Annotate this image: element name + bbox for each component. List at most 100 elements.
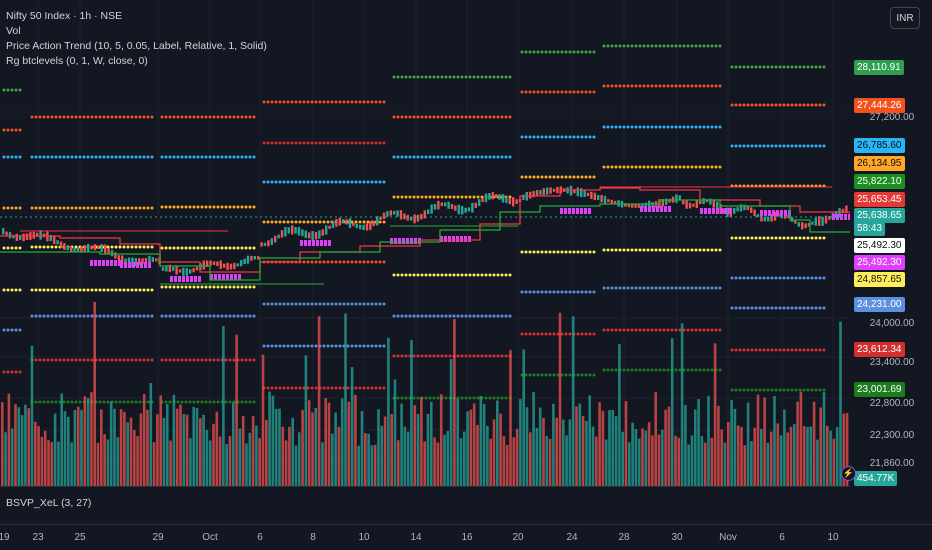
price-chart-canvas[interactable] (0, 0, 850, 524)
level-dot (488, 314, 492, 318)
currency-button[interactable]: INR (890, 7, 920, 29)
level-dot (436, 195, 440, 199)
level-dot (66, 314, 70, 318)
volume-bar (175, 408, 179, 486)
candle (539, 190, 542, 195)
btclevels-indicator-label[interactable]: Rg btclevels (0, 1, W, close, 0) (6, 55, 148, 67)
level-dot (378, 386, 382, 390)
level-dot (172, 246, 176, 250)
time-axis[interactable]: 19 23 25 29 Oct 6 8 10 14 16 20 24 28 30… (0, 524, 932, 550)
level-dot (282, 100, 286, 104)
level-dot (606, 125, 610, 129)
last-price-label: 25,638.65 (854, 208, 905, 223)
candle (338, 217, 341, 226)
level-dot (694, 84, 698, 88)
candle (444, 202, 447, 207)
level-dot (164, 285, 168, 289)
level-dot (192, 314, 196, 318)
level-dot (180, 205, 184, 209)
level-dot (400, 273, 404, 277)
level-dot (228, 358, 232, 362)
level-dot (456, 314, 460, 318)
volume-bar (225, 444, 228, 486)
level-dot (326, 180, 330, 184)
volume-bar (697, 398, 700, 486)
level-dot (318, 220, 322, 224)
level-dot (552, 135, 556, 139)
level-dot (602, 328, 606, 332)
level-dot (278, 344, 282, 348)
candle (416, 214, 420, 222)
level-dot (548, 50, 552, 54)
volume-indicator-label[interactable]: Vol (6, 25, 21, 37)
level-dot (160, 205, 164, 209)
candle (501, 194, 505, 203)
pivot-marker (328, 240, 331, 246)
level-dot (698, 248, 702, 252)
level-dot (290, 386, 294, 390)
pivot-marker (230, 274, 233, 280)
volume-bar (37, 426, 40, 486)
price-axis[interactable]: 27,200.00 24,000.00 23,400.00 22,800.00 … (850, 0, 932, 487)
volume-bar (565, 435, 568, 486)
level-dot (232, 115, 236, 119)
level-dot (786, 276, 790, 280)
lightning-icon[interactable]: ⚡ (841, 466, 856, 481)
level-dot (448, 354, 452, 358)
symbol-title[interactable]: Nifty 50 Index · 1h · NSE (6, 10, 123, 22)
level-dot (200, 358, 204, 362)
level-dot (774, 103, 778, 107)
level-dot (252, 314, 256, 318)
level-dot (476, 75, 480, 79)
level-dot (508, 115, 512, 119)
level-dot (118, 358, 122, 362)
level-dot (58, 155, 62, 159)
level-dot (762, 236, 766, 240)
level-dot (338, 386, 342, 390)
level-dot (180, 115, 184, 119)
pivot-marker (210, 274, 213, 280)
level-dot (118, 155, 122, 159)
volume-bar (70, 442, 73, 486)
price-action-trend-label[interactable]: Price Action Trend (10, 5, 0.05, Label, … (6, 40, 267, 52)
volume-bar (83, 396, 87, 486)
level-dot (232, 285, 236, 289)
level-dot (782, 236, 786, 240)
pivot-marker (128, 262, 131, 268)
level-dot (2, 128, 6, 132)
volume-bar (406, 431, 410, 486)
level-dot (378, 344, 382, 348)
level-dot (670, 125, 674, 129)
level-dot (122, 206, 126, 210)
level-dot (106, 288, 110, 292)
level-dot (650, 125, 654, 129)
volume-bar (357, 445, 360, 486)
candle (314, 231, 318, 240)
level-dot (126, 206, 130, 210)
level-dot (572, 50, 576, 54)
level-dot (396, 273, 400, 277)
time-tick: 10 (358, 532, 370, 543)
level-dot (180, 314, 184, 318)
level-dot (468, 155, 472, 159)
pane-divider[interactable] (0, 486, 850, 487)
level-dot (146, 155, 150, 159)
level-dot (548, 135, 552, 139)
level-dot (618, 286, 622, 290)
level-dot (232, 155, 236, 159)
level-dot (548, 90, 552, 94)
level-dot (404, 75, 408, 79)
level-dot (548, 373, 552, 377)
level-dot (358, 344, 362, 348)
level-dot (2, 155, 6, 159)
level-dot (86, 288, 90, 292)
bsvp-indicator-label[interactable]: BSVP_XeL (3, 27) (6, 497, 92, 509)
level-dot (382, 302, 386, 306)
volume-bar (222, 326, 225, 486)
level-dot (814, 65, 818, 69)
level-dot (118, 206, 122, 210)
level-dot (436, 75, 440, 79)
level-dot (150, 245, 154, 249)
level-dot (244, 115, 248, 119)
